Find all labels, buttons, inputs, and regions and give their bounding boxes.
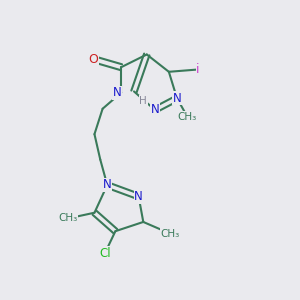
Text: N: N	[112, 86, 121, 99]
Text: i: i	[196, 63, 200, 76]
Text: CH₃: CH₃	[178, 112, 197, 122]
Text: N: N	[172, 92, 182, 105]
Text: CH₃: CH₃	[160, 229, 180, 238]
Text: N: N	[134, 190, 143, 203]
Text: CH₃: CH₃	[58, 214, 77, 224]
Text: N: N	[103, 178, 112, 191]
Text: H: H	[140, 96, 147, 106]
Text: Cl: Cl	[99, 247, 111, 260]
Text: O: O	[88, 52, 98, 66]
Text: N: N	[151, 103, 159, 116]
